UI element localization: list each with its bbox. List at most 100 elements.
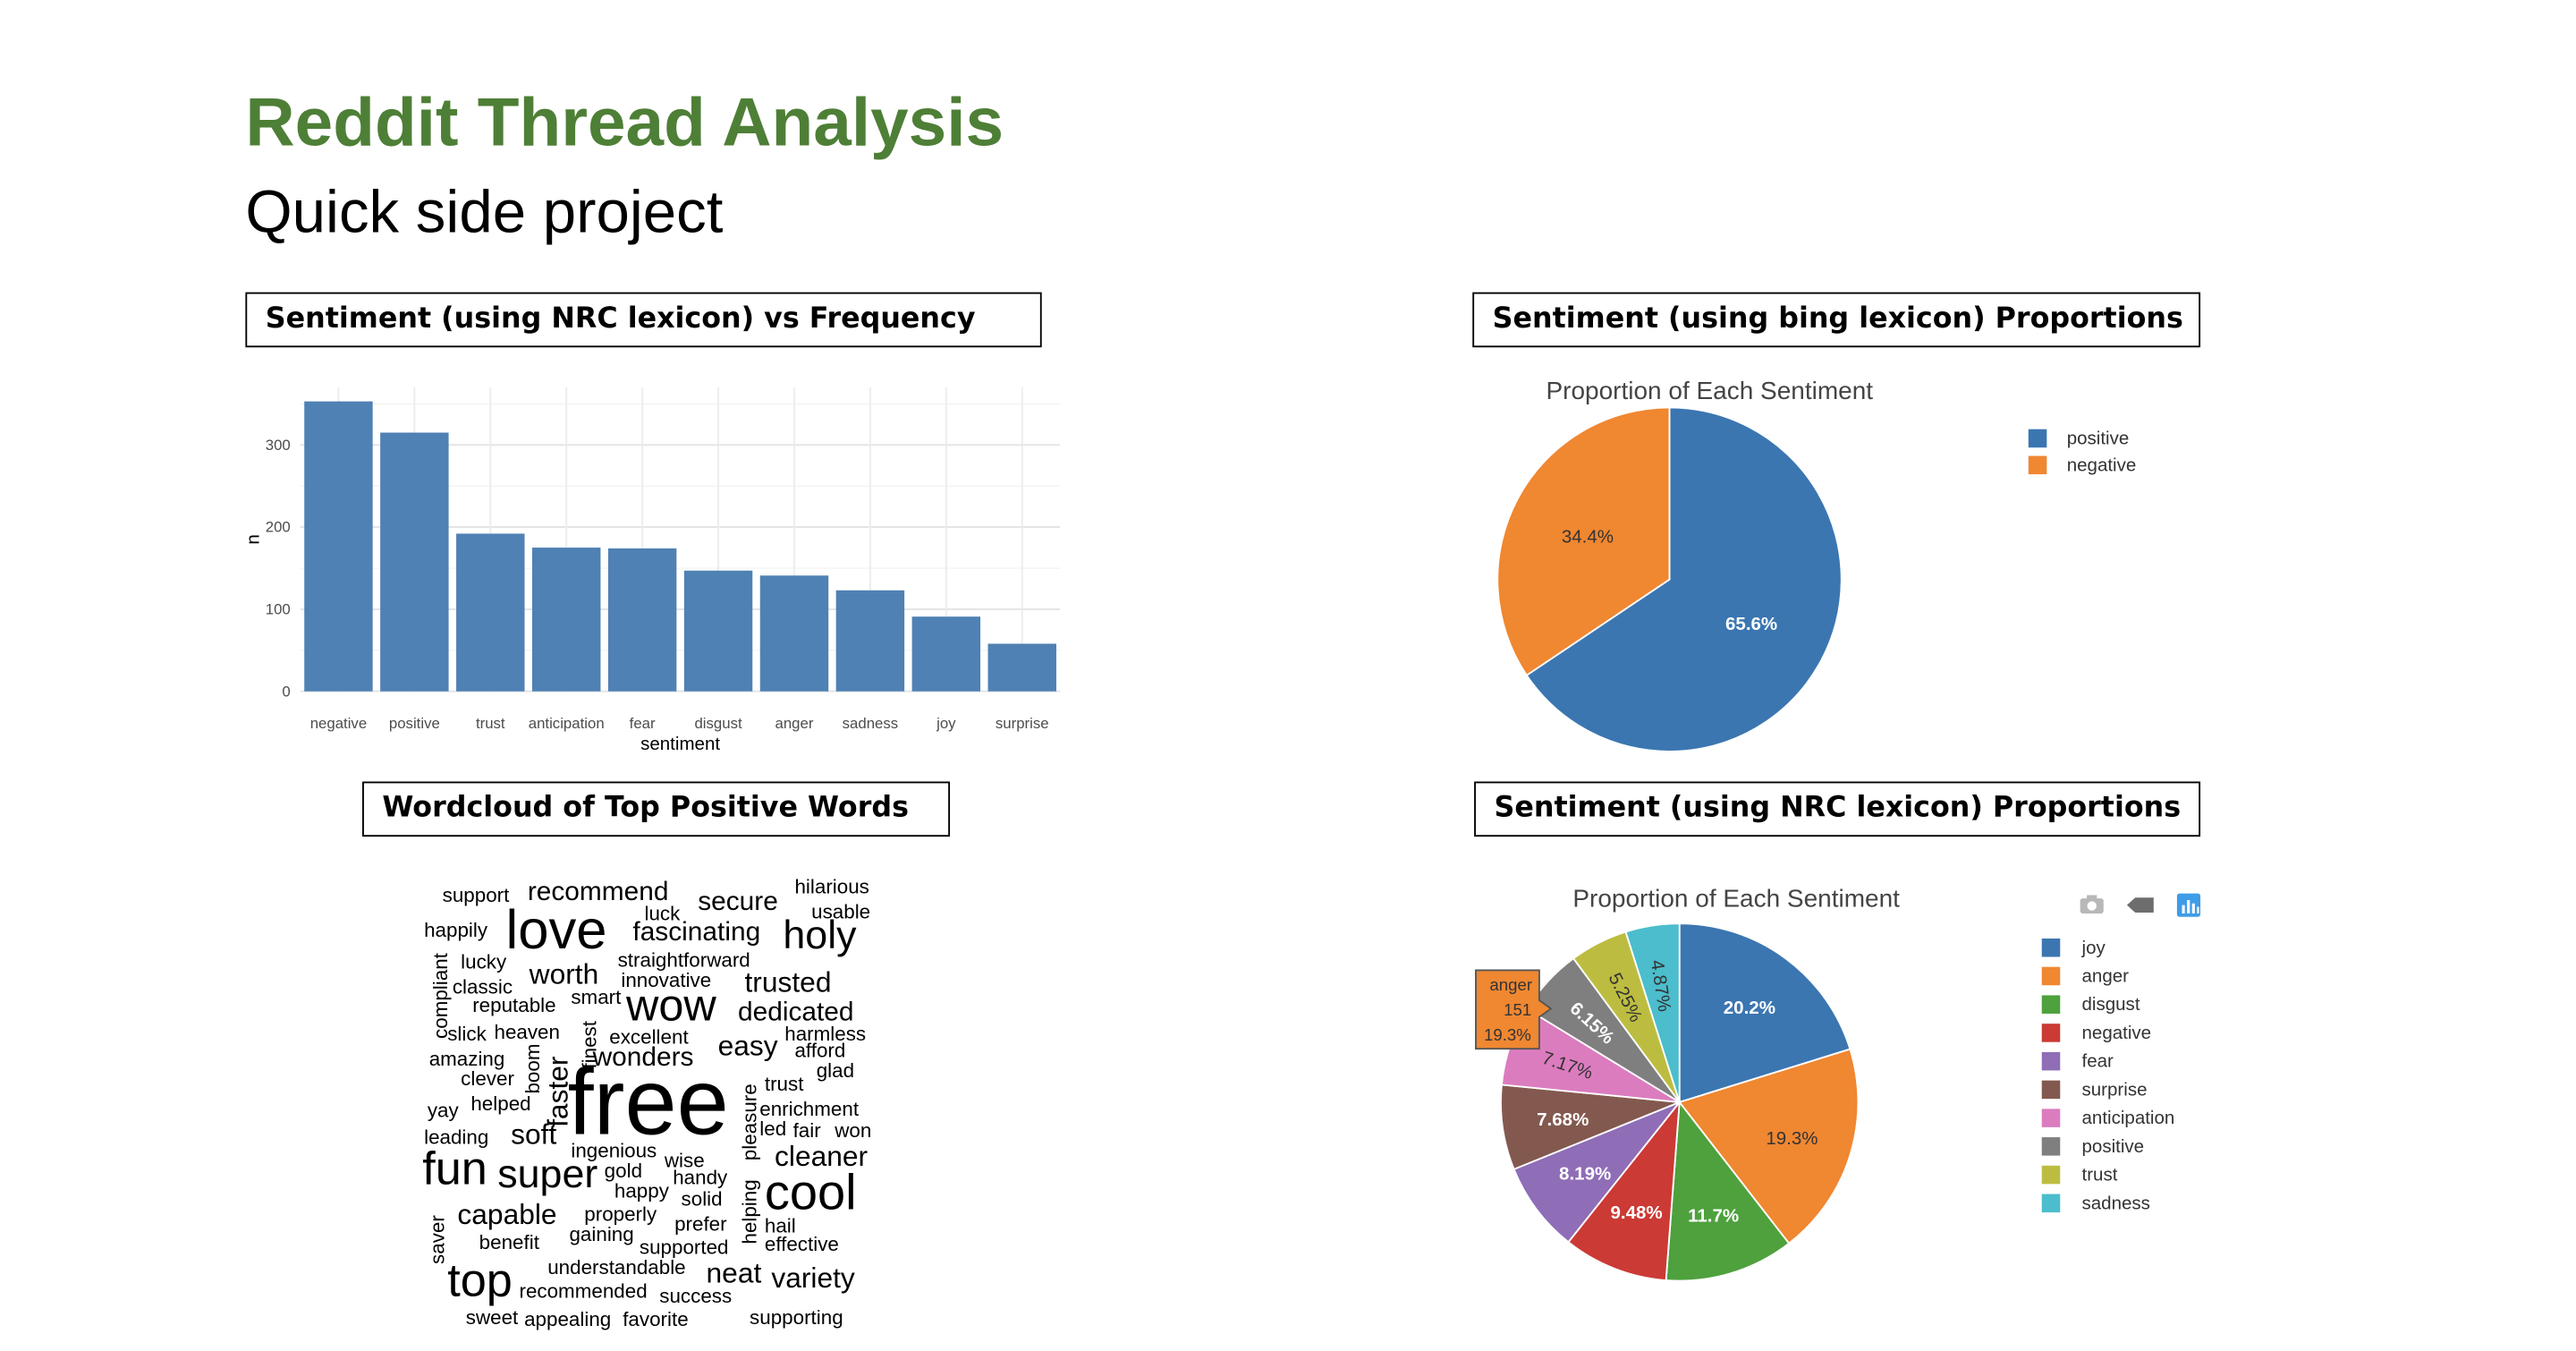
x-tick-label: anger: [775, 715, 814, 732]
pie-slice-sadness: [1624, 922, 1681, 1103]
wordcloud-word: supporting: [750, 1305, 843, 1330]
hover-tooltip-label: anger: [1489, 975, 1532, 994]
legend-swatch: [2041, 938, 2061, 957]
pie-slice-fear: [1513, 1100, 1682, 1244]
wordcloud-word: fair: [792, 1118, 821, 1143]
legend-swatch: [2041, 995, 2061, 1014]
wordcloud-word: lucky: [461, 950, 507, 974]
wordcloud-word: dedicated: [737, 998, 854, 1027]
legend-swatch: [2041, 1051, 2061, 1071]
wordcloud-word: trust: [764, 1072, 804, 1096]
wordcloud-word: innovative: [621, 968, 712, 992]
wordcloud-title-box: Wordcloud of Top Positive Words: [362, 781, 951, 837]
wordcloud-word: success: [659, 1284, 733, 1308]
bar-negative: [304, 401, 373, 692]
pie-label: 20.2%: [1724, 998, 1775, 1018]
bar-joy: [911, 616, 981, 692]
plotly-logo-icon[interactable]: [2176, 893, 2201, 917]
wordcloud-word: glad: [816, 1058, 855, 1083]
wordcloud-word: super: [497, 1151, 598, 1198]
wordcloud-word: holy: [783, 913, 857, 959]
wordcloud-word: boom: [521, 1043, 545, 1094]
reset-tag-icon[interactable]: [2126, 897, 2154, 913]
wordcloud-word: prefer: [674, 1212, 727, 1236]
wordcloud-word: understandable: [547, 1255, 686, 1279]
wordcloud-word: led: [759, 1117, 787, 1141]
pie-label: 19.3%: [1766, 1128, 1818, 1149]
pie1-title-box: Sentiment (using bing lexicon) Proportio…: [1472, 292, 2201, 348]
plot-modebar: [2080, 893, 2201, 917]
wordcloud-word: handy: [673, 1165, 728, 1189]
wordcloud-word: gold: [604, 1159, 643, 1183]
wordcloud-word: hail: [764, 1213, 796, 1238]
wordcloud-word: straightforward: [617, 948, 750, 973]
legend-label-positive: positive: [2067, 428, 2130, 448]
wordcloud-word: variety: [771, 1262, 855, 1295]
bar-fear: [607, 548, 677, 692]
wordcloud-word: supported: [639, 1236, 729, 1260]
wordcloud-word: saver: [425, 1215, 450, 1264]
legend-swatch: [2041, 1165, 2061, 1185]
hover-tooltip-pct: 19.3%: [1484, 1025, 1531, 1044]
wordcloud-word: recommend: [527, 878, 669, 907]
bar-sadness: [835, 590, 905, 692]
wordcloud-word: capable: [457, 1199, 557, 1231]
wordcloud-word: harmless: [784, 1022, 867, 1046]
wordcloud-word: wow: [625, 980, 716, 1031]
pie-label: 34.4%: [1562, 526, 1614, 547]
x-tick-label: positive: [389, 715, 440, 732]
legend-label-negative: negative: [2082, 1023, 2152, 1043]
pie-slice-negative: [1567, 1099, 1681, 1282]
bar-disgust: [683, 570, 753, 692]
pie-slice-positive: [1525, 406, 1843, 752]
wordcloud-word: luck: [644, 901, 681, 926]
x-tick-label: negative: [310, 715, 367, 732]
wordcloud-word: secure: [698, 888, 778, 917]
y-tick-label: 200: [266, 519, 291, 536]
pie2-title-box: Sentiment (using NRC lexicon) Proportion…: [1474, 781, 2201, 837]
x-tick-label: trust: [476, 715, 505, 732]
wordcloud-word: happy: [614, 1178, 669, 1202]
x-tick-label: disgust: [694, 715, 742, 732]
wordcloud-word: soft: [511, 1118, 557, 1151]
wordcloud-word: helped: [470, 1092, 531, 1116]
legend-swatch: [2041, 1080, 2061, 1100]
wordcloud-word: favorite: [623, 1307, 689, 1331]
hover-tooltip: [1475, 969, 1553, 1050]
bar-positive: [380, 432, 449, 692]
wordcloud-word: effective: [764, 1232, 839, 1256]
legend-label-joy: joy: [2081, 938, 2106, 958]
wordcloud-word: trusted: [744, 966, 832, 999]
pie-slice-negative: [1496, 406, 1671, 677]
pie2-title: Proportion of Each Sentiment: [1572, 885, 1900, 913]
wordcloud-word: amazing: [428, 1047, 505, 1071]
y-axis-label: n: [242, 534, 263, 544]
wordcloud-word: wise: [664, 1149, 705, 1173]
wordcloud-word: properly: [584, 1202, 657, 1227]
pie-label: 7.68%: [1537, 1109, 1589, 1130]
pie-slice-surprise: [1500, 1083, 1681, 1171]
wordcloud-word: support: [442, 883, 510, 907]
page-title: Reddit Thread Analysis: [245, 83, 1004, 161]
wordcloud-word: top: [447, 1253, 513, 1306]
legend-swatch: [2041, 1137, 2061, 1156]
wordcloud-word: usable: [811, 900, 871, 924]
bar-anger: [759, 575, 829, 692]
wordcloud-word: free: [567, 1049, 729, 1154]
x-axis-label: sentiment: [640, 734, 720, 754]
wordcloud-word: easy: [717, 1030, 778, 1063]
pie-slice-disgust: [1665, 1100, 1791, 1282]
camera-icon[interactable]: [2080, 895, 2104, 913]
y-tick-label: 100: [266, 601, 291, 618]
pie1-title: Proportion of Each Sentiment: [1546, 377, 1874, 404]
wordcloud-word: heaven: [494, 1020, 560, 1044]
wordcloud-word: happily: [424, 918, 488, 942]
pie-label: 65.6%: [1725, 614, 1777, 634]
bar-anticipation: [531, 548, 601, 692]
bar-trust: [456, 533, 525, 692]
